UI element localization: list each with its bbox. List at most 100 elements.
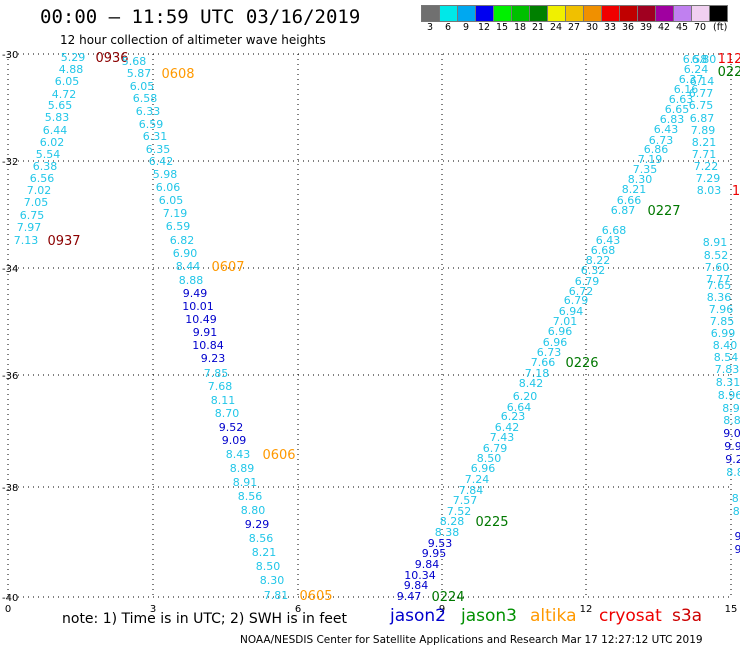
wave-height-value: 7.77 [706,273,731,286]
lon-tick-label: 15 [725,604,738,615]
wave-height-value: 7.60 [705,261,730,274]
wave-height-value: 6.42 [149,155,174,168]
wave-height-value: 8.30 [260,574,285,587]
map-grid [7,53,732,598]
wave-height-value: 8.54 [714,351,739,364]
wave-height-value: 9.95 [422,547,447,560]
wave-height-value: 8.22 [586,254,611,267]
wave-height-value: 8.89 [230,462,255,475]
wave-height-value: 6.75 [20,209,45,222]
satellite-tracks: 5.294.886.054.725.655.836.446.025.546.38… [14,51,740,605]
wave-height-value: 6.24 [684,63,709,76]
wave-height-value: 10.01 [182,300,214,313]
legend-swatch [620,5,638,22]
wave-height-value: 7.19 [638,153,663,166]
wave-height-value: 7.85 [710,315,735,328]
wave-height-value: 9 [735,530,740,543]
wave-height-value: 6.72 [569,285,594,298]
wave-height-value: 6.38 [33,160,58,173]
wave-height-value: 8.44 [176,260,201,273]
wave-height-value: 6.73 [649,134,674,147]
wave-height-value: 7.29 [696,172,721,185]
wave-height-value: 6.05 [130,80,155,93]
wave-height-value: 7.13 [14,234,39,247]
wave-height-value: 5.65 [48,99,73,112]
wave-height-value: 10.49 [185,313,217,326]
wave-height-value: 6.37 [679,73,704,86]
wave-height-value: 9.53 [428,537,453,550]
wave-height-value: 9.49 [183,287,208,300]
wave-height-value: 6.31 [143,130,168,143]
wave-height-value: 7.22 [694,160,719,173]
lon-tick-label: 0 [5,604,11,615]
wave-height-value: 6.87 [611,204,636,217]
map-axis-ticks: 0 3 6 9 12 15 -30 -32 -34 -36 -38 -40 [2,50,737,615]
legend-swatch-label: 39 [640,22,653,33]
wave-height-value: 8.56 [238,490,263,503]
satellite-name: s3a [672,606,703,626]
legend-swatch [710,5,728,22]
legend-swatch-label: 24 [550,22,563,33]
legend-swatch [476,5,494,22]
wave-height-value: 6.06 [156,181,181,194]
wave-height-value: 5.68 [122,55,147,68]
legend-swatch [421,5,440,22]
legend-swatch-label: 15 [496,22,509,33]
wave-height-value: 9.84 [404,579,429,592]
wave-height-value: 7.35 [633,163,658,176]
wave-height-value: 7.24 [465,473,490,486]
wave-height-value: 7.19 [163,207,188,220]
wave-height-value: 6.82 [170,234,195,247]
wave-height-value: 4.72 [52,88,77,101]
legend-swatch-label: 45 [676,22,689,33]
legend-swatch [494,5,512,22]
wave-height-value: 6.96 [471,462,496,475]
pass-time-label: 0225 [475,515,508,530]
wave-height-value: 6.63 [669,93,694,106]
wave-height-value: 7.68 [208,380,233,393]
wave-height-value: 6.83 [660,113,685,126]
wave-height-value: 6.58 [683,53,708,66]
wave-height-value: 8.80 [241,504,266,517]
legend-swatch [656,5,674,22]
page-subtitle: 12 hour collection of altimeter wave hei… [60,33,326,47]
lon-tick-label: 3 [150,604,156,615]
wave-height-value: 8.8 [726,466,740,479]
wave-height-value: 8.28 [440,515,465,528]
lon-tick-label: 6 [295,604,301,615]
legend-swatch-label: 30 [586,22,599,33]
wave-height-value: 8.91 [233,476,258,489]
satellite-name: jason3 [461,606,517,626]
lat-tick-label: -40 [2,593,18,604]
wave-height-value: 5.98 [153,168,178,181]
legend-swatch-label: 9 [463,22,470,33]
wave-height-value: 6.14 [690,75,715,88]
wave-height-value: 7.65 [707,279,732,292]
wave-height-value: 6.87 [690,112,715,125]
wave-height-value: 9.2 [725,453,740,466]
legend-swatch-label: 36 [622,22,635,33]
wave-height-value: 8.30 [628,173,653,186]
legend-swatch [548,5,566,22]
wave-height-value: 5.87 [127,67,152,80]
wave-height-value: 7.89 [691,124,716,137]
wave-height-value: 7.18 [525,367,550,380]
wave-height-value: 8.36 [707,291,732,304]
wave-height-value: 8. [733,505,740,518]
pass-time-label: 0605 [299,589,332,604]
lon-tick-label: 9 [439,604,445,615]
wave-height-value: 6.64 [507,401,532,414]
wave-height-value: 6.43 [654,123,679,136]
wave-height-value: 8.8 [723,414,740,427]
wave-height-value: 6.23 [501,410,526,423]
lat-tick-label: -38 [2,483,18,494]
legend-swatch [638,5,656,22]
legend-swatch [566,5,584,22]
wave-height-value: 8.38 [435,526,460,539]
wave-height-value: 8.31 [716,376,740,389]
wave-height-value: 10.34 [404,569,436,582]
wave-height-value: 6.80 [692,53,717,66]
wave-height-value: 9.91 [193,326,218,339]
pass-time-label: 0608 [161,67,194,82]
legend-swatch-label: 18 [514,22,527,33]
